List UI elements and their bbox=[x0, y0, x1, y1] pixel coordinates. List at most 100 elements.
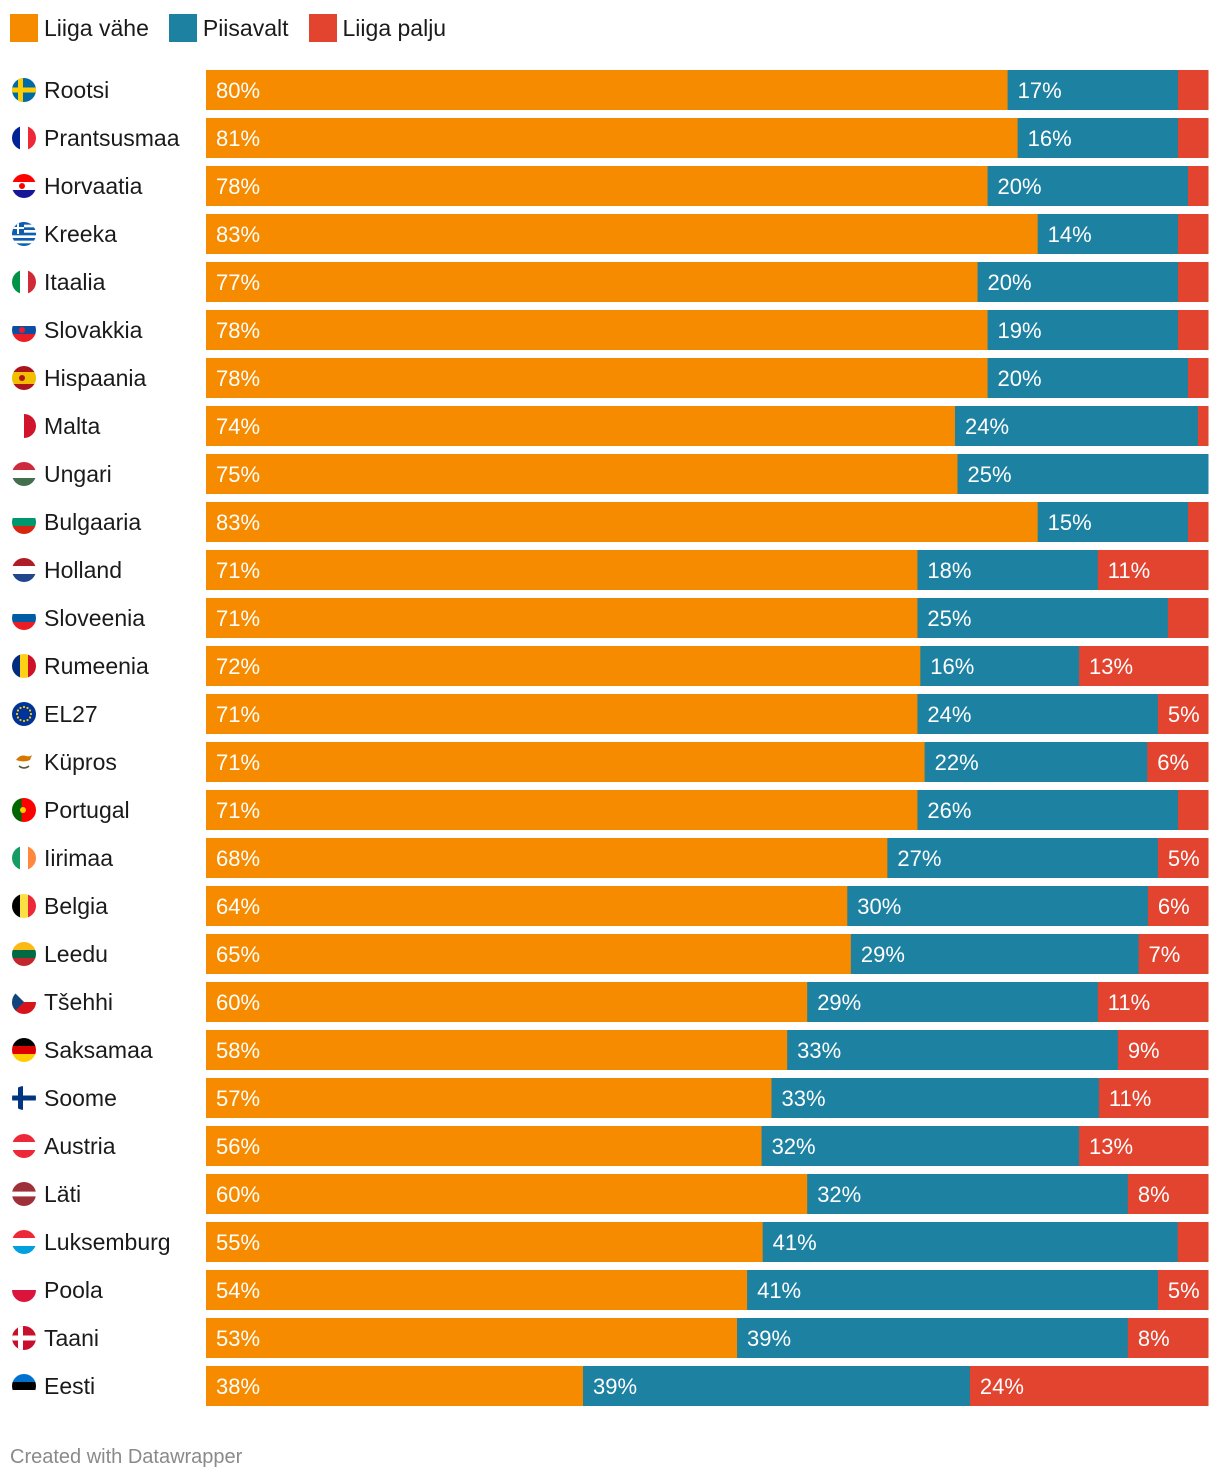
austria-flag-icon bbox=[12, 1134, 36, 1158]
data-label: 77% bbox=[216, 270, 260, 295]
legend-swatch-orange bbox=[10, 14, 38, 42]
chart-row-belgia: Belgia 64% 30% 6% bbox=[12, 886, 1209, 926]
bar-segment-liiga-vähe bbox=[206, 262, 979, 302]
chart-row-luksemburg: Luksemburg 55% 41% bbox=[12, 1222, 1209, 1262]
data-label: 53% bbox=[216, 1326, 260, 1351]
bar-segment-piisavalt bbox=[747, 1270, 1159, 1310]
bar-segment-piisavalt bbox=[957, 454, 1209, 494]
bar-segment-piisavalt bbox=[917, 790, 1179, 830]
bar-segment-piisavalt bbox=[987, 166, 1189, 206]
row-label: Slovakkia bbox=[44, 317, 143, 343]
bar-segment-liiga-palju bbox=[1079, 646, 1209, 686]
data-label: 65% bbox=[216, 942, 260, 967]
data-label: 38% bbox=[216, 1374, 260, 1399]
row-label: Küpros bbox=[44, 749, 117, 775]
data-label: 78% bbox=[216, 318, 260, 343]
data-label: 71% bbox=[216, 750, 260, 775]
chart-row-läti: Läti 60% 32% 8% bbox=[12, 1174, 1209, 1214]
stacked-bar-chart: Rootsi 80% 17% Prantsusmaa 81% 16% Horvaatia 78… bbox=[12, 70, 1209, 1406]
data-label: 75% bbox=[216, 462, 260, 487]
data-label: 71% bbox=[216, 702, 260, 727]
latvia-flag-icon bbox=[12, 1182, 36, 1206]
slovenia-flag-icon bbox=[12, 606, 36, 630]
bar-segment-liiga-vähe bbox=[206, 1318, 738, 1358]
bar-segment-piisavalt bbox=[954, 406, 1199, 446]
estonia-flag-icon bbox=[12, 1374, 36, 1398]
bar-segment-piisavalt bbox=[917, 694, 1159, 734]
chart-row-sloveenia: Sloveenia 71% 25% bbox=[12, 598, 1209, 638]
bar-segment-liiga-palju bbox=[1177, 70, 1209, 110]
row-label: Belgia bbox=[44, 893, 108, 919]
bulgaria-flag-icon bbox=[12, 510, 36, 534]
data-label: 13% bbox=[1089, 1134, 1133, 1159]
data-label: 18% bbox=[927, 558, 971, 583]
bar-segment-piisavalt bbox=[771, 1078, 1100, 1118]
chart-row-taani: Taani 53% 39% 8% bbox=[12, 1318, 1209, 1358]
bar-segment-piisavalt bbox=[920, 646, 1080, 686]
data-label: 39% bbox=[747, 1326, 791, 1351]
bar-segment-liiga-vähe bbox=[206, 1126, 763, 1166]
bar-segment-piisavalt bbox=[1037, 214, 1179, 254]
row-label: Tšehhi bbox=[44, 989, 113, 1015]
denmark-flag-icon bbox=[12, 1326, 36, 1350]
bar-segment-liiga-palju bbox=[1127, 1174, 1209, 1214]
chart-row-itaalia: Itaalia 77% 20% bbox=[12, 262, 1209, 302]
bar-segment-piisavalt bbox=[761, 1126, 1080, 1166]
row-label: Horvaatia bbox=[44, 173, 143, 199]
row-label: Hispaania bbox=[44, 365, 146, 391]
bar-segment-piisavalt bbox=[987, 358, 1189, 398]
data-label: 25% bbox=[927, 606, 971, 631]
hungary-flag-icon bbox=[12, 462, 36, 486]
bar-segment-liiga-vähe bbox=[206, 1078, 772, 1118]
row-label: Austria bbox=[44, 1133, 116, 1159]
data-label: 60% bbox=[216, 990, 260, 1015]
bar-segment-liiga-palju bbox=[1127, 1318, 1209, 1358]
bar-segment-liiga-palju bbox=[1187, 166, 1209, 206]
data-label: 24% bbox=[980, 1374, 1024, 1399]
bar-segment-liiga-palju bbox=[1138, 934, 1209, 974]
data-label: 33% bbox=[781, 1086, 825, 1111]
bar-segment-piisavalt bbox=[977, 262, 1179, 302]
row-label: Rumeenia bbox=[44, 653, 149, 679]
bar-segment-liiga-palju bbox=[1167, 598, 1209, 638]
data-label: 55% bbox=[216, 1230, 260, 1255]
bar-segment-liiga-vähe bbox=[206, 406, 956, 446]
bar-segment-piisavalt bbox=[987, 310, 1179, 350]
data-label: 5% bbox=[1168, 702, 1200, 727]
germany-flag-icon bbox=[12, 1038, 36, 1062]
bar-segment-liiga-vähe bbox=[206, 694, 918, 734]
bar-segment-liiga-palju bbox=[1177, 262, 1209, 302]
bar-segment-piisavalt bbox=[807, 982, 1099, 1022]
row-label: Luksemburg bbox=[44, 1229, 171, 1255]
chart-row-tšehhi: Tšehhi 60% 29% 11% bbox=[12, 982, 1209, 1022]
bar-segment-liiga-palju bbox=[1157, 694, 1209, 734]
row-label: Kreeka bbox=[44, 221, 117, 247]
bar-segment-piisavalt bbox=[917, 550, 1099, 590]
poland-flag-icon bbox=[12, 1278, 36, 1302]
chart-row-kreeka: Kreeka 83% 14% bbox=[12, 214, 1209, 254]
slovakia-flag-icon bbox=[12, 318, 36, 342]
row-label: Saksamaa bbox=[44, 1037, 153, 1063]
data-label: 78% bbox=[216, 174, 260, 199]
chart-row-ungari: Ungari 75% 25% bbox=[12, 454, 1209, 494]
row-label: Iirimaa bbox=[44, 845, 113, 871]
row-label: Eesti bbox=[44, 1373, 95, 1399]
bar-segment-liiga-vähe bbox=[206, 550, 918, 590]
chart-row-slovakkia: Slovakkia 78% 19% bbox=[12, 310, 1209, 350]
data-label: 22% bbox=[935, 750, 979, 775]
eu-flag-icon bbox=[12, 702, 36, 726]
bar-segment-piisavalt bbox=[762, 1222, 1179, 1262]
bar-segment-liiga-palju bbox=[1157, 838, 1209, 878]
legend-swatch-red bbox=[308, 14, 337, 42]
bar-segment-liiga-palju bbox=[1147, 886, 1209, 926]
legend-swatch-blue bbox=[168, 14, 197, 42]
lithuania-flag-icon bbox=[12, 942, 36, 966]
data-label: 81% bbox=[216, 126, 260, 151]
data-label: 32% bbox=[772, 1134, 816, 1159]
belgium-flag-icon bbox=[12, 894, 36, 918]
chart-row-küpros: Küpros 71% 22% 6% bbox=[12, 742, 1209, 782]
bar-segment-liiga-vähe bbox=[206, 1366, 584, 1406]
bar-segment-liiga-vähe bbox=[206, 790, 918, 830]
data-label: 19% bbox=[998, 318, 1042, 343]
data-label: 5% bbox=[1168, 846, 1200, 871]
